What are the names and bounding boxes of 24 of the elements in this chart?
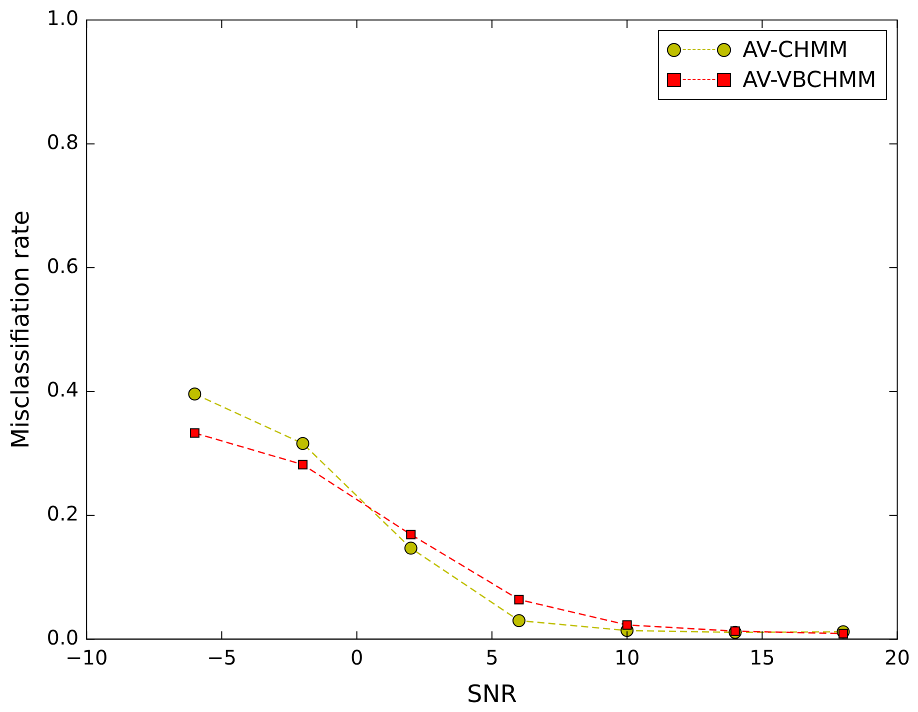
point [296, 437, 310, 450]
point [298, 460, 308, 470]
point [622, 620, 632, 630]
y-tick-label: 0.6 [46, 254, 79, 278]
point [188, 387, 202, 400]
x-tick-label: 5 [486, 645, 498, 670]
y-tick-label: 0.8 [46, 130, 79, 154]
x-tick-label: 15 [749, 645, 775, 670]
x-tick-label: 0 [350, 645, 364, 670]
y-axis-title: Misclassifiation rate [6, 210, 35, 449]
y-tick-label: 0.4 [46, 378, 79, 402]
y-tick-label: 0.2 [46, 502, 79, 526]
x-tick-label: −5 [206, 645, 236, 670]
point [190, 428, 200, 438]
point [404, 542, 418, 555]
x-axis-title: SNR [467, 680, 517, 708]
point [514, 594, 524, 604]
point [512, 614, 526, 628]
point [406, 530, 416, 540]
legend-label: AV-VBCHMM [742, 68, 876, 92]
y-tick-label: 1.0 [46, 6, 79, 30]
legend-label: AV-CHMM [742, 38, 848, 62]
x-tick-label: 10 [614, 645, 640, 670]
x-tick-label: 20 [884, 645, 910, 670]
